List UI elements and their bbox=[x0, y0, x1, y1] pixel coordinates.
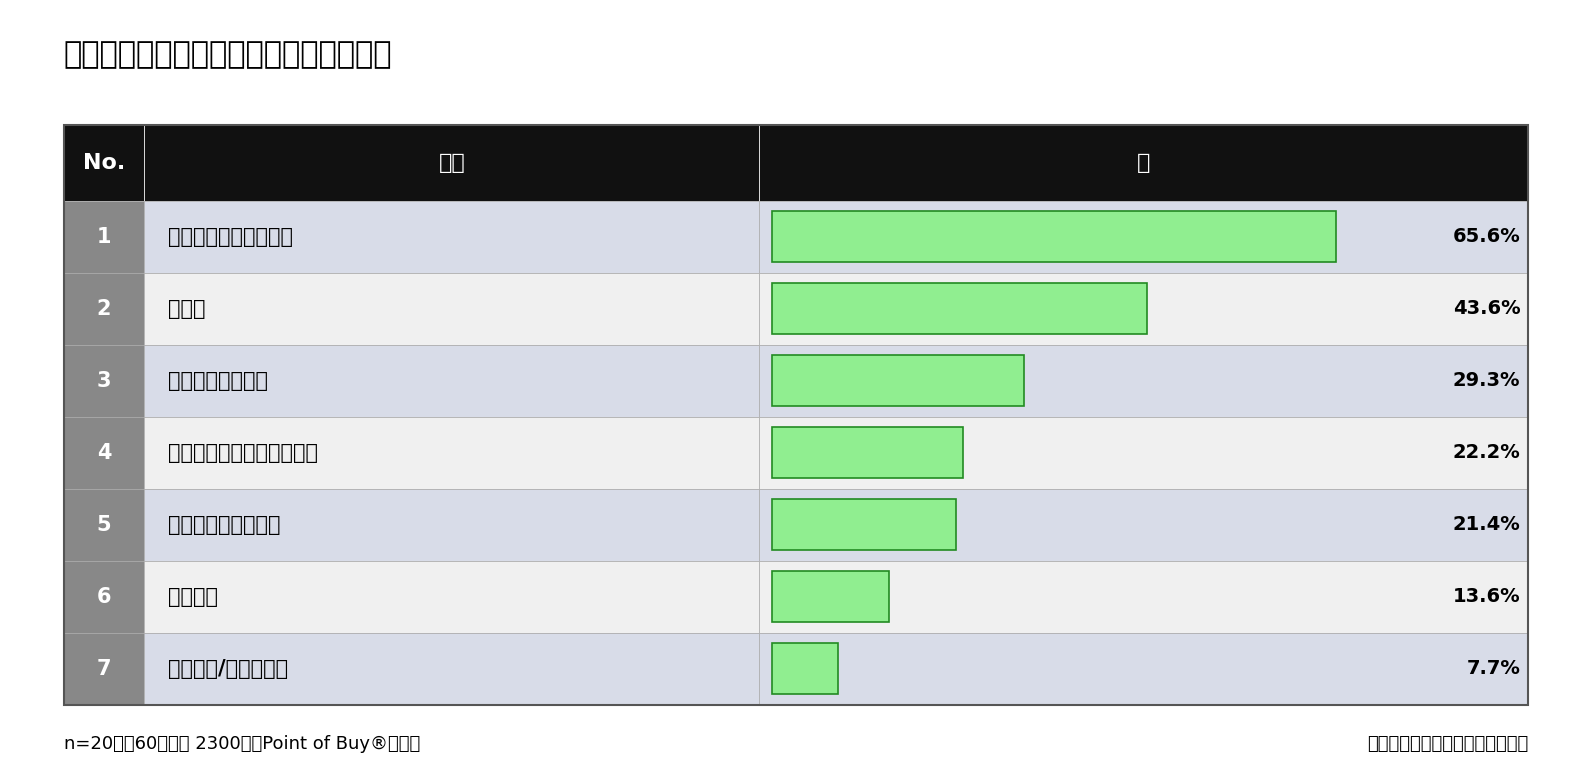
Text: 香りによるリラックス効果: 香りによるリラックス効果 bbox=[169, 442, 318, 463]
Bar bbox=[759, 489, 1528, 561]
Bar bbox=[772, 500, 957, 550]
Bar bbox=[759, 561, 1528, 633]
Text: 29.3%: 29.3% bbox=[1453, 371, 1520, 390]
Bar bbox=[759, 125, 1528, 200]
Text: 7.7%: 7.7% bbox=[1466, 659, 1520, 678]
Text: 65.6%: 65.6% bbox=[1452, 227, 1520, 246]
Text: 項目: 項目 bbox=[438, 153, 465, 173]
Bar bbox=[64, 125, 145, 200]
Text: 21.4%: 21.4% bbox=[1452, 515, 1520, 534]
Text: 6: 6 bbox=[97, 586, 111, 607]
Text: 洗った後の爽快感: 洗った後の爽快感 bbox=[169, 370, 267, 391]
Text: 1: 1 bbox=[97, 226, 111, 247]
Bar bbox=[145, 200, 759, 272]
Text: そのほか/わからない: そのほか/わからない bbox=[169, 659, 288, 679]
Text: 2: 2 bbox=[97, 298, 111, 319]
Bar bbox=[64, 489, 145, 561]
Bar bbox=[772, 644, 839, 694]
Bar bbox=[759, 417, 1528, 489]
Text: 7: 7 bbox=[97, 659, 111, 679]
Bar bbox=[145, 633, 759, 705]
Text: ％: ％ bbox=[1137, 153, 1151, 173]
Bar bbox=[759, 272, 1528, 345]
Text: 4: 4 bbox=[97, 442, 111, 463]
Bar bbox=[145, 345, 759, 417]
Bar bbox=[145, 272, 759, 345]
Bar bbox=[759, 200, 1528, 272]
Bar bbox=[64, 272, 145, 345]
Text: ソフトブレーン・フィールド調べ: ソフトブレーン・フィールド調べ bbox=[1368, 735, 1528, 752]
Bar bbox=[772, 211, 1336, 262]
Text: 13.6%: 13.6% bbox=[1453, 587, 1520, 606]
Bar bbox=[64, 561, 145, 633]
Bar bbox=[145, 417, 759, 489]
Bar bbox=[145, 125, 759, 200]
Bar bbox=[64, 633, 145, 705]
Bar bbox=[759, 345, 1528, 417]
Text: 3: 3 bbox=[97, 370, 111, 391]
Text: 保湿力: 保湿力 bbox=[169, 298, 205, 319]
Bar bbox=[145, 561, 759, 633]
Bar bbox=[64, 345, 145, 417]
Text: 汚れをやさしく落とす: 汚れをやさしく落とす bbox=[169, 226, 293, 247]
Bar bbox=[772, 355, 1024, 406]
Bar bbox=[145, 489, 759, 561]
Text: n=20代～60代男女 2300名（Point of Buy®会員）: n=20代～60代男女 2300名（Point of Buy®会員） bbox=[64, 735, 420, 752]
Text: 43.6%: 43.6% bbox=[1453, 299, 1520, 318]
Text: 5: 5 bbox=[97, 514, 111, 535]
Bar bbox=[759, 633, 1528, 705]
Bar bbox=[772, 428, 963, 478]
Bar bbox=[64, 125, 1528, 705]
Bar bbox=[64, 417, 145, 489]
Bar bbox=[772, 283, 1146, 334]
Text: No.: No. bbox=[83, 153, 126, 173]
Text: 22.2%: 22.2% bbox=[1452, 443, 1520, 462]
Bar bbox=[64, 200, 145, 272]
Text: ３．ボディーソープに期待する効果は？: ３．ボディーソープに期待する効果は？ bbox=[64, 40, 392, 70]
Text: 美肌効果: 美肌効果 bbox=[169, 586, 218, 607]
Text: ニオイ対策ができる: ニオイ対策ができる bbox=[169, 514, 280, 535]
Bar bbox=[772, 572, 888, 622]
